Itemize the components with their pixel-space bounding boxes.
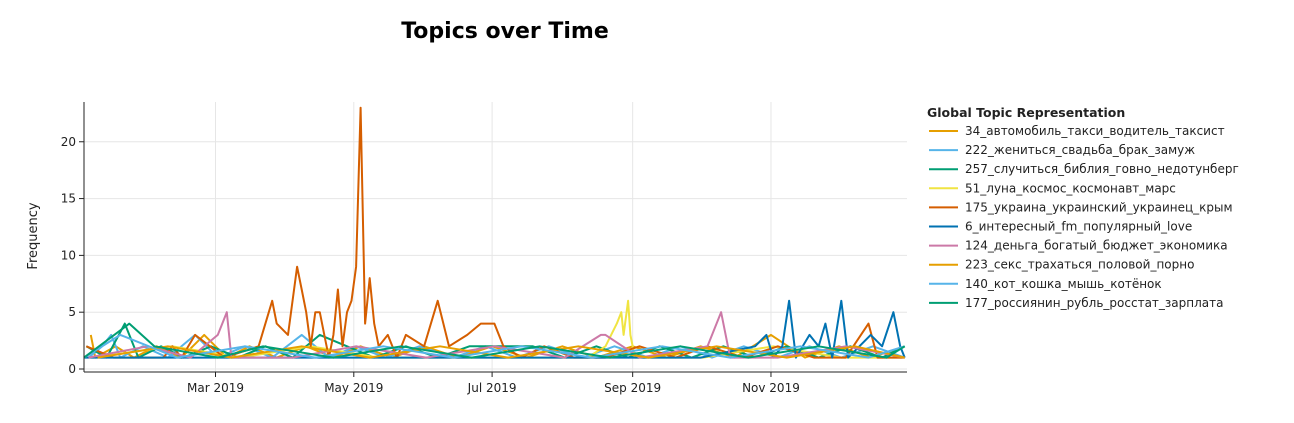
legend-item[interactable]: 257_случиться_библия_говно_недотунберг xyxy=(929,162,1239,176)
tick-layer: 0 5 10 15 20 Mar 2019 May 2019 Jul 2019 Sep 2019… xyxy=(61,135,800,395)
legend-item[interactable]: 140_кот_кошка_мышь_котёнок xyxy=(929,277,1162,291)
legend-item[interactable]: 34_автомобиль_такси_водитель_таксист xyxy=(929,124,1225,138)
series-line-9 xyxy=(83,322,906,359)
legend-label: 140_кот_кошка_мышь_котёнок xyxy=(965,277,1162,291)
legend-items: 34_автомобиль_такси_водитель_таксист 222_… xyxy=(929,124,1239,310)
legend-item[interactable]: 6_интересный_fm_популярный_love xyxy=(929,220,1192,234)
legend-label: 175_украина_украинский_украинец_крым xyxy=(965,200,1233,214)
y-tick-label: 15 xyxy=(61,192,76,206)
y-tick-label: 20 xyxy=(61,135,76,149)
legend-item[interactable]: 177_россиянин_рубль_росстат_зарплата xyxy=(929,296,1223,310)
x-tick-label: Nov 2019 xyxy=(742,381,800,395)
legend-item[interactable]: 223_секс_трахаться_половой_порно xyxy=(929,258,1194,272)
x-tick-label: Jul 2019 xyxy=(467,381,517,395)
legend-label: 177_россиянин_рубль_росстат_зарплата xyxy=(965,296,1223,310)
x-tick-label: Sep 2019 xyxy=(604,381,661,395)
x-tick-label: Mar 2019 xyxy=(187,381,244,395)
axis-layer xyxy=(83,102,907,373)
y-axis-title: Frequency xyxy=(26,202,41,269)
legend-label: 223_секс_трахаться_половой_порно xyxy=(965,258,1194,272)
y-tick-label: 0 xyxy=(68,362,76,376)
y-tick-label: 5 xyxy=(68,305,76,319)
legend-label: 257_случиться_библия_говно_недотунберг xyxy=(965,162,1239,176)
series-line-5 xyxy=(84,299,906,359)
legend-item[interactable]: 175_украина_украинский_украинец_крым xyxy=(929,200,1233,214)
series-layer xyxy=(83,106,906,359)
legend-item[interactable]: 124_деньга_богатый_бюджет_экономика xyxy=(929,239,1228,253)
legend-title: Global Topic Representation xyxy=(927,105,1125,120)
y-tick-label: 10 xyxy=(61,248,76,262)
series-line-7 xyxy=(97,345,905,359)
legend-label: 124_деньга_богатый_бюджет_экономика xyxy=(965,239,1228,253)
x-tick-label: May 2019 xyxy=(324,381,383,395)
series-line-4 xyxy=(85,106,905,359)
legend-label: 34_автомобиль_такси_водитель_таксист xyxy=(965,124,1225,138)
legend: Global Topic Representation 34_автомобил… xyxy=(927,105,1239,310)
series-line-8 xyxy=(83,333,905,359)
grid-layer xyxy=(84,102,907,372)
chart-title: Topics over Time xyxy=(401,19,609,44)
legend-label: 51_луна_космос_космонавт_марс xyxy=(965,181,1176,195)
legend-item[interactable]: 222_жениться_свадьба_брак_замуж xyxy=(929,143,1195,157)
legend-label: 222_жениться_свадьба_брак_замуж xyxy=(965,143,1195,157)
legend-label: 6_интересный_fm_популярный_love xyxy=(965,220,1192,234)
legend-item[interactable]: 51_луна_космос_космонавт_марс xyxy=(929,181,1176,195)
series-line-6 xyxy=(88,311,905,359)
